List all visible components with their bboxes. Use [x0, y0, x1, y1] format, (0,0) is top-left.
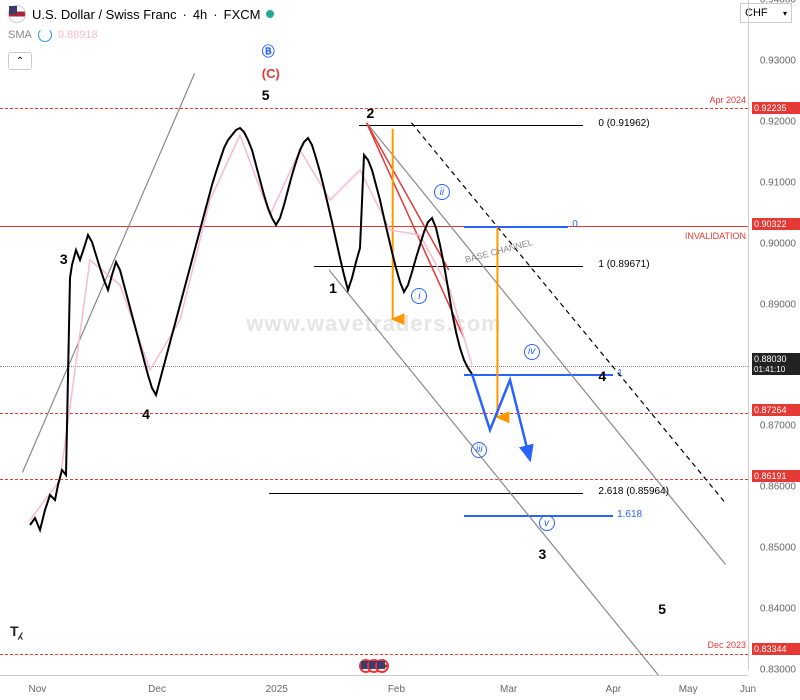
y-tick: 0.91000	[760, 177, 796, 188]
fib-blue-line	[464, 226, 569, 228]
x-tick: May	[679, 684, 698, 695]
price-tag: 0.86191	[752, 470, 800, 482]
level-label: Dec 2023	[707, 640, 746, 650]
y-tick: 0.86000	[760, 482, 796, 493]
x-tick: 2025	[266, 684, 288, 695]
h-level	[0, 413, 748, 414]
y-tick: 0.90000	[760, 238, 796, 249]
x-tick: Nov	[28, 684, 46, 695]
wave-circle-label: iv	[524, 344, 540, 360]
wave-label: Ⓑ	[262, 41, 275, 60]
x-tick: Feb	[388, 684, 405, 695]
x-tick: Jun	[740, 684, 756, 695]
fib-label: 1 (0.89671)	[598, 259, 649, 270]
level-label: INVALIDATION	[685, 231, 746, 241]
y-tick: 0.85000	[760, 543, 796, 554]
wave-label: 4	[598, 368, 606, 384]
level-label: Apr 2024	[709, 95, 746, 105]
watermark: www.wavetraders.com	[246, 311, 501, 337]
h-level	[0, 366, 748, 367]
wave-label: 3	[60, 251, 68, 267]
plot-area[interactable]: www.wavetraders.com Apr 2024 INVALIDATION…	[0, 0, 748, 675]
wave-label: 2	[367, 105, 375, 121]
chart-container: U.S. Dollar / Swiss Franc · 4h · FXCM SM…	[0, 0, 800, 700]
y-tick: 0.94000	[760, 0, 796, 6]
fib-line	[314, 266, 583, 267]
price-tag: 0.87264	[752, 404, 800, 416]
wave-label: 3	[539, 546, 547, 562]
wave-circle-label: v	[539, 515, 555, 531]
wave-label: 5	[262, 87, 270, 103]
fib-blue-label: 1.618	[617, 509, 642, 520]
wave-circle-label: iii	[471, 442, 487, 458]
base-channel-label: BASE CHANNEL	[464, 238, 534, 266]
y-tick: 0.87000	[760, 421, 796, 432]
h-level	[0, 654, 748, 655]
svg-overlay	[0, 0, 748, 675]
x-axis[interactable]: NovDec2025FebMarAprMayJun	[0, 675, 748, 700]
fib-blue-line	[464, 515, 614, 517]
wave-circle-label: ii	[434, 184, 450, 200]
y-tick: 0.83000	[760, 665, 796, 676]
wave-circle-label: i	[411, 288, 427, 304]
y-axis[interactable]: 0.94000 0.93000 0.92000 0.91000 0.90000 0.890…	[748, 0, 800, 670]
wave-label: 5	[658, 601, 666, 617]
price-tag: 0.92235	[752, 102, 800, 114]
y-tick: 0.89000	[760, 299, 796, 310]
x-tick: Mar	[500, 684, 517, 695]
session-flags	[359, 659, 389, 673]
y-tick: 0.84000	[760, 604, 796, 615]
fib-line	[269, 493, 583, 494]
flag-icon	[375, 659, 389, 673]
wave-label: (C)	[262, 66, 280, 81]
fib-label: 0 (0.91962)	[598, 118, 649, 129]
x-tick: Apr	[606, 684, 622, 695]
fib-line	[359, 125, 583, 126]
fib-blue-label: 1	[617, 368, 623, 379]
price-tag: 0.83344	[752, 643, 800, 655]
wave-label: 1	[329, 280, 337, 296]
fib-blue-label: 0	[572, 219, 578, 230]
y-tick: 0.93000	[760, 55, 796, 66]
price-tag: 0.90322	[752, 218, 800, 230]
tv-logo-icon: T⁁	[10, 623, 22, 640]
fib-label: 2.618 (0.85964)	[598, 486, 669, 497]
fib-blue-line	[464, 374, 614, 376]
h-level	[0, 226, 748, 227]
wave-label: 4	[142, 406, 150, 422]
y-tick: 0.92000	[760, 116, 796, 127]
x-tick: Dec	[148, 684, 166, 695]
h-level	[0, 479, 748, 480]
price-tag: 0.8803001:41:10	[752, 353, 800, 375]
